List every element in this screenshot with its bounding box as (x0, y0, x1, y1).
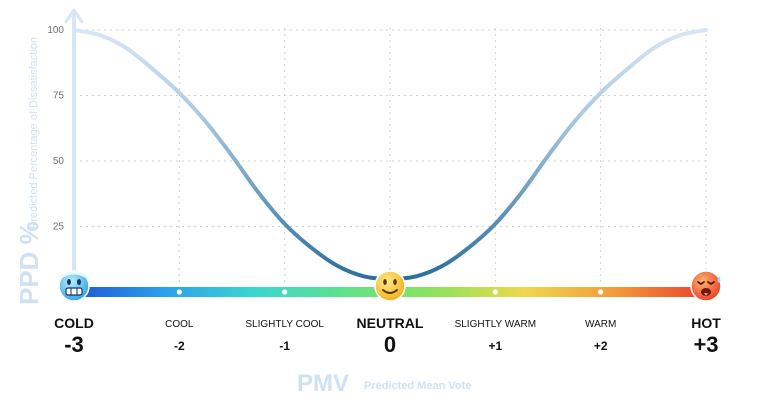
y-tick-label: 25 (53, 222, 65, 233)
scale-value: +2 (594, 339, 608, 353)
face-eye (67, 279, 71, 285)
scale-dot (282, 289, 288, 295)
y-axis-title-sub: Predicted Percentage of Dissatisfaction (28, 37, 40, 229)
y-axis-title: PPD % Predicted Percentage of Dissatisfa… (14, 37, 44, 305)
axis-layer (64, 8, 84, 294)
scale-dot (492, 289, 498, 295)
y-tick-label: 50 (53, 156, 65, 167)
face-eye (393, 279, 397, 285)
face-teeth (65, 287, 83, 296)
y-tick-label: 75 (53, 91, 65, 102)
y-tick-label: 100 (47, 25, 64, 36)
hot-face-icon (690, 270, 722, 302)
scale-dot (598, 289, 604, 295)
face-eye (697, 281, 705, 286)
face-eye (707, 281, 715, 286)
face-base (690, 270, 722, 302)
face-tongue (704, 293, 708, 296)
scale-dots (176, 289, 604, 295)
face-mouth (382, 289, 398, 294)
face-frost (59, 271, 89, 279)
y-tick-labels: 25 50 75 100 (47, 25, 64, 233)
x-axis-title: PMV Predicted Mean Vote (297, 370, 471, 397)
scale-label: SLIGHTLY COOL (245, 319, 324, 330)
scale-label: WARM (585, 319, 616, 330)
face-base (374, 270, 406, 302)
scale-dot (176, 289, 182, 295)
face-eye (383, 279, 387, 285)
face-icons (58, 270, 722, 302)
scale-value: 0 (384, 332, 396, 357)
scale-value: -1 (279, 339, 290, 353)
x-axis-title-sub: Predicted Mean Vote (364, 380, 471, 392)
y-axis-arrow-icon (64, 8, 84, 24)
scale-label: NEUTRAL (357, 315, 424, 331)
face-mouth (701, 288, 711, 296)
scale-label: COLD (54, 315, 94, 331)
face-eye (77, 279, 81, 285)
scale-value: -3 (64, 332, 84, 357)
scale-label: SLIGHTLY WARM (455, 319, 537, 330)
smiling-face-icon (374, 270, 406, 302)
scale-label: COOL (165, 319, 194, 330)
cold-face-icon (58, 270, 90, 302)
x-axis-title-main: PMV (297, 370, 349, 397)
scale-label: HOT (691, 315, 721, 331)
scale-value: +1 (488, 339, 502, 353)
scale-value: -2 (174, 339, 185, 353)
y-axis-title-main: PPD % (14, 221, 44, 305)
grid-layer (74, 28, 707, 286)
face-sweat-drop (717, 276, 721, 283)
scale-value: +3 (693, 332, 718, 357)
